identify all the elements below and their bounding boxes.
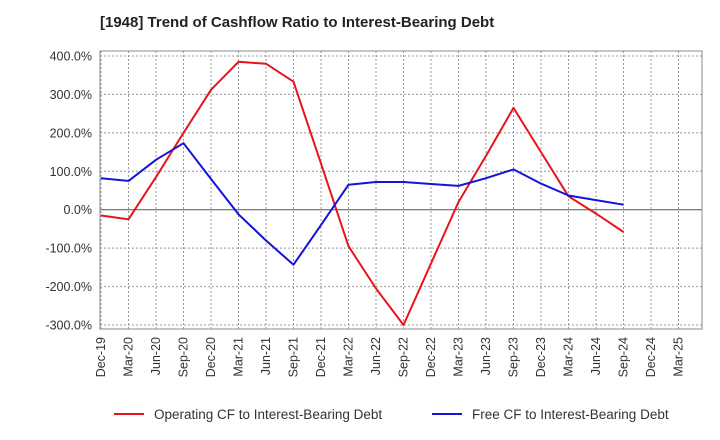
y-tick-label: 300.0% [50,88,92,102]
x-tick-label: Sep-20 [177,337,191,377]
x-tick-label: Mar-22 [342,337,356,377]
legend-label-free-cf: Free CF to Interest-Bearing Debt [472,406,669,422]
y-axis-tick-labels: 400.0% 300.0% 200.0% 100.0% 0.0% -100.0% -200.… [45,50,92,333]
y-tick-label: -200.0% [45,280,92,294]
y-tick-label: -100.0% [45,242,92,256]
x-axis-tick-labels: Dec-19 Mar-20 Jun-20 Sep-20 Dec-20 Mar-21 Jun-… [94,337,686,377]
x-tick-label: Sep-23 [507,337,521,377]
x-tick-label: Jun-20 [149,337,163,375]
x-tick-label: Dec-24 [644,337,658,377]
chart-title: [1948] Trend of Cashflow Ratio to Intere… [100,14,495,31]
x-tick-label: Mar-21 [232,337,246,377]
x-tick-label: Jun-21 [259,337,273,375]
x-tick-label: Dec-22 [424,337,438,377]
grid-lines [100,51,702,329]
x-tick-label: Dec-20 [204,337,218,377]
series-lines [100,60,625,326]
x-tick-label: Dec-19 [94,337,108,377]
x-tick-label: Mar-24 [562,337,576,377]
y-tick-label: 100.0% [50,165,92,179]
x-tick-label: Jun-23 [479,337,493,375]
y-tick-label: -300.0% [45,319,92,333]
legend-item-operating-cf: Operating CF to Interest-Bearing Debt [114,404,382,424]
y-tick-label: 400.0% [50,50,92,64]
x-tick-label: Sep-24 [617,337,631,377]
x-tick-label: Mar-20 [122,337,136,377]
x-tick-label: Sep-22 [397,337,411,377]
x-tick-label: Jun-22 [369,337,383,375]
plot-frame [99,50,703,330]
legend-label-operating-cf: Operating CF to Interest-Bearing Debt [154,406,383,422]
x-tick-label: Mar-23 [452,337,466,377]
x-tick-label: Dec-21 [314,337,328,377]
legend-swatch-operating-cf [114,413,144,415]
series-line-operating-cf [100,60,625,326]
legend-swatch-free-cf [432,413,462,415]
x-tick-label: Mar-25 [672,337,686,377]
x-tick-label: Dec-23 [534,337,548,377]
x-tick-label: Jun-24 [589,337,603,375]
x-tick-label: Sep-21 [287,337,301,377]
series-line-free-cf [100,142,624,266]
legend-item-free-cf: Free CF to Interest-Bearing Debt [432,404,669,424]
y-tick-label: 200.0% [50,126,92,140]
y-tick-label: 0.0% [64,203,93,217]
